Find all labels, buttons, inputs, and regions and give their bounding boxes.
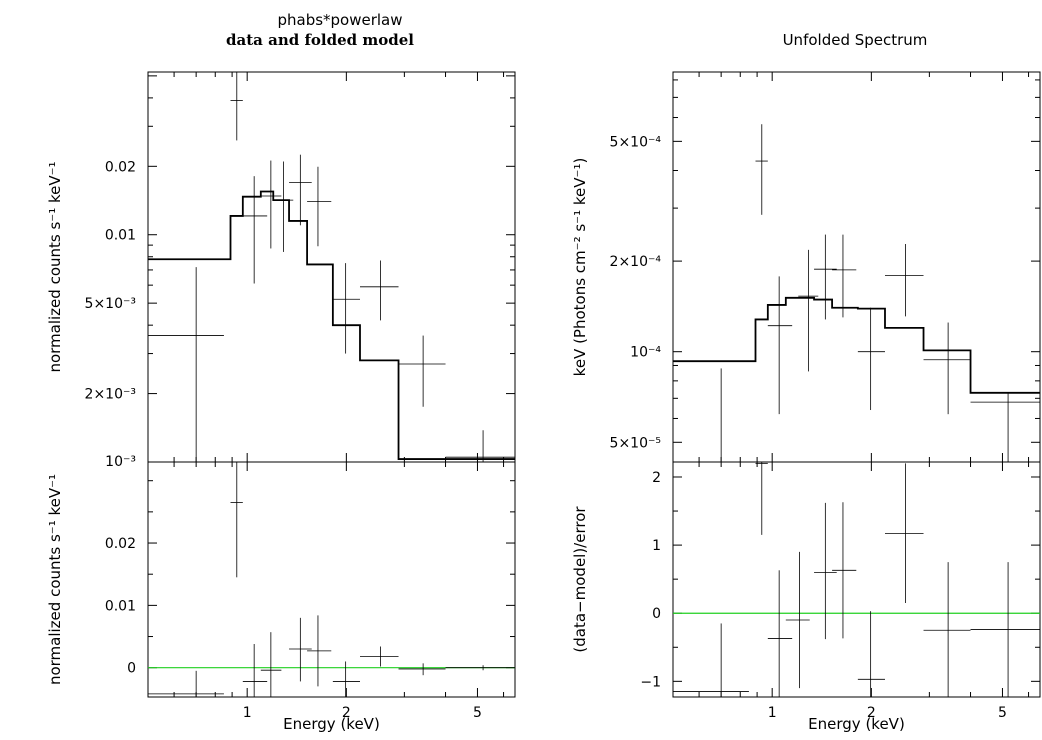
x-axis-label: Energy (keV) [808, 715, 905, 733]
left-subtitle: data and folded model [226, 31, 414, 49]
y-axis-label: normalized counts s⁻¹ keV⁻¹ [46, 161, 64, 372]
x-axis-label: Energy (keV) [283, 715, 380, 733]
y-tick-label: 5×10⁻³ [85, 296, 136, 312]
right-title: Unfolded Spectrum [783, 31, 928, 49]
y-tick-label: 0.01 [105, 598, 136, 614]
y-axis-label: (data−model)/error [571, 506, 589, 653]
right-top-frame [672, 71, 1041, 463]
x-tick-label: 1 [243, 705, 252, 721]
model-step-line [673, 296, 1040, 394]
y-tick-label: 0.02 [105, 536, 136, 552]
x-tick-label: 5 [998, 705, 1007, 721]
x-tick-label: 2 [342, 705, 351, 721]
right-bottom-frame [672, 461, 1041, 698]
left-title: phabs*powerlaw [277, 11, 402, 29]
y-tick-label: 0 [652, 606, 661, 622]
y-tick-label: −1 [640, 674, 661, 690]
y-tick-label: 2×10⁻³ [85, 387, 136, 403]
y-tick-label: 1 [652, 538, 661, 554]
left-bottom-panel: 1 2 5 0 0.01 0.02 normalized counts s⁻¹ keV⁻¹ E… [46, 461, 516, 733]
left-bottom-frame [147, 461, 516, 698]
y-tick-label: 2 [652, 470, 661, 486]
y-tick-label: 0 [127, 661, 136, 677]
y-tick-label: 5×10⁻⁴ [610, 134, 662, 150]
x-tick-label: 2 [867, 705, 876, 721]
y-axis-label: normalized counts s⁻¹ keV⁻¹ [46, 474, 64, 685]
x-tick-label: 1 [768, 705, 777, 721]
y-axis-label: keV (Photons cm⁻² s⁻¹ keV⁻¹) [571, 158, 589, 377]
y-tick-label: 2×10⁻⁴ [610, 254, 662, 270]
right-bottom-panel: 1 2 5 −1 0 1 2 (data−model)/error Energy (keV) [571, 461, 1041, 733]
left-top-panel: 2×10⁻³ 5×10⁻³ 0.01 0.02 10⁻³ normalized count… [46, 71, 516, 470]
y-tick-label: 10⁻⁴ [630, 345, 661, 361]
y-tick-label: 5×10⁻⁵ [610, 435, 661, 451]
left-top-frame [147, 71, 516, 463]
x-tick-label: 5 [473, 705, 482, 721]
y-tick-label: 0.01 [105, 228, 136, 244]
y-tick-label: 0.02 [105, 159, 136, 175]
y-tick-label: 10⁻³ [105, 454, 136, 470]
model-step-line [148, 190, 515, 460]
right-top-panel: 5×10⁻⁵ 10⁻⁴ 2×10⁻⁴ 5×10⁻⁴ keV (Photons cm⁻² … [571, 71, 1041, 463]
